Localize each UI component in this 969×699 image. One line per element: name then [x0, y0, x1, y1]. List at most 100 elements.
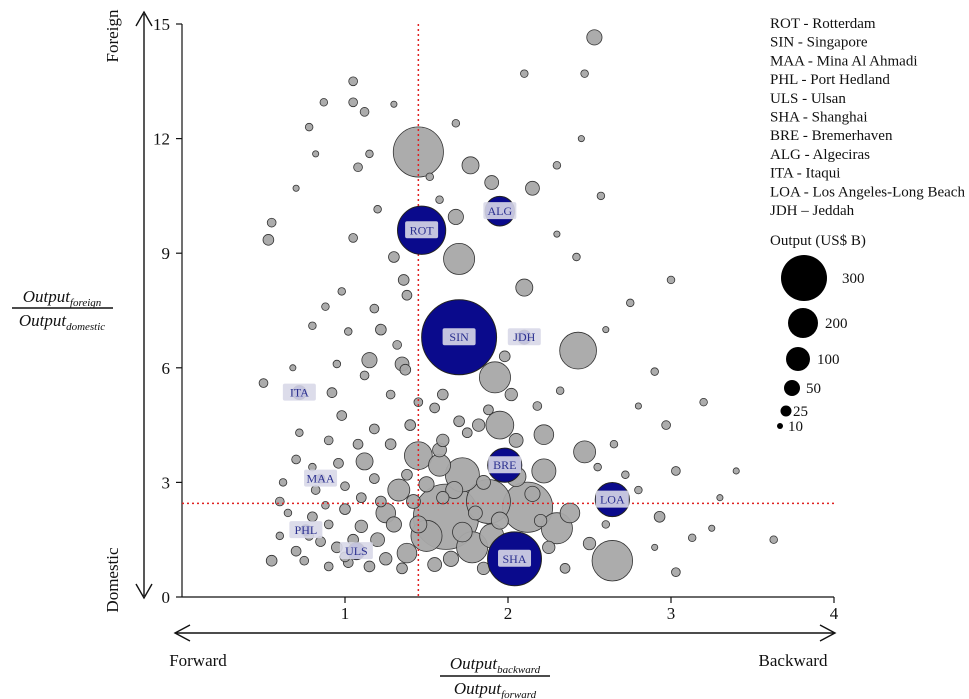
port-bubble — [291, 454, 301, 465]
port-bubble — [289, 364, 297, 372]
port-bubble — [573, 440, 597, 464]
x-label-num-main: Output — [450, 654, 499, 673]
y-double-arrow — [135, 10, 153, 600]
port-bubble — [671, 466, 681, 476]
highlighted-port-bubbles: ROT SIN ALG JDH ITA MAA PHL ULS BRE LOA SHA — [282, 195, 630, 587]
port-bubble — [443, 242, 476, 275]
port-bubble — [596, 191, 606, 201]
y-tick-label: 15 — [153, 15, 170, 34]
port-bubble — [525, 180, 540, 196]
port-bubble — [453, 415, 465, 428]
svg-text:Outputdomestic: Outputdomestic — [19, 311, 105, 333]
port-bubble — [447, 208, 464, 225]
port-bubble — [323, 561, 334, 572]
port-code-label: LOA — [600, 493, 625, 507]
port-bubble — [435, 195, 444, 204]
port-legend-entry: JDH – Jeddah — [770, 203, 855, 219]
port-bubble — [363, 560, 376, 573]
port-bubble — [418, 476, 435, 493]
y-label-num-sub: foreign — [70, 297, 102, 309]
port-bubble — [591, 540, 634, 582]
port-bubble — [485, 410, 515, 440]
port-label-background — [289, 521, 323, 539]
port-code-label: ITA — [290, 386, 309, 400]
size-legend-label: 50 — [806, 381, 821, 397]
size-legend-bubble — [777, 423, 783, 429]
port-bubble — [315, 536, 326, 547]
port-bubble — [307, 511, 318, 523]
port-bubble — [436, 433, 450, 448]
port-code-label: SIN — [449, 330, 469, 344]
port-bubble — [406, 494, 421, 509]
port-bubble — [399, 363, 412, 376]
port-legend-entry: SIN - Singapore — [770, 35, 868, 51]
port-bubble — [292, 184, 300, 192]
port-legend-entry: ULS - Ulsan — [770, 91, 846, 107]
port-bubble — [323, 519, 334, 530]
port-bubble — [379, 552, 393, 566]
port-bubble — [634, 485, 643, 495]
port-bubble — [483, 404, 494, 416]
port-label-background — [442, 328, 476, 346]
port-bubble — [355, 492, 367, 503]
y-label-num-main: Output — [23, 287, 72, 306]
port-bubble — [373, 205, 382, 214]
port-bubble — [498, 350, 511, 363]
port-bubble — [524, 485, 541, 502]
port-bubble — [401, 468, 413, 481]
port-bubble — [425, 172, 434, 182]
x-axis-label: Outputbackward Outputforward — [440, 654, 550, 699]
port-bubble — [339, 503, 351, 515]
port-bubble — [310, 485, 321, 495]
port-bubble — [323, 435, 334, 446]
size-legend-label: 25 — [793, 404, 808, 420]
port-legend-entry: MAA - Mina Al Ahmadi — [770, 53, 918, 69]
port-bubble — [369, 473, 380, 484]
x-double-arrow — [173, 624, 837, 642]
port-legend: ROT - Rotterdam SIN - Singapore MAA - Mina… — [770, 16, 965, 219]
port-bubble — [572, 252, 581, 262]
port-code-label: JDH — [513, 330, 535, 344]
other-port-bubbles — [258, 29, 778, 582]
y-ticks: 0 3 6 9 12 15 — [153, 15, 182, 607]
port-bubble — [290, 545, 302, 557]
port-bubble — [344, 327, 353, 336]
y-tick-label: 9 — [162, 244, 171, 263]
port-label-background — [507, 328, 541, 346]
port-bubble — [716, 494, 724, 502]
port-bubble — [326, 387, 338, 398]
port-bubble — [274, 496, 285, 507]
port-bubble — [385, 516, 402, 533]
port-bubble — [359, 107, 370, 117]
port-bubble — [308, 321, 317, 330]
port-legend-entry: ITA - Itaqui — [770, 166, 840, 182]
port-bubble — [472, 418, 486, 432]
port-bubble — [428, 453, 451, 477]
size-legend-label: 300 — [842, 271, 865, 287]
port-bubble — [337, 287, 346, 296]
port-bubble — [369, 303, 380, 314]
x-ticks: 1 2 3 4 — [341, 597, 839, 623]
port-bubble — [532, 401, 543, 411]
size-legend-label: 10 — [788, 419, 803, 435]
port-bubble — [445, 481, 464, 499]
port-bubble — [479, 361, 511, 394]
port-bubble — [321, 501, 330, 510]
port-bubble — [258, 378, 269, 388]
size-legend-label: 200 — [825, 316, 848, 332]
port-bubble — [396, 562, 408, 575]
y-axis-label: Outputforeign Outputdomestic — [12, 287, 113, 333]
x-label-num-sub: backward — [497, 664, 540, 676]
port-bubble — [531, 458, 557, 484]
port-bubble — [442, 550, 459, 567]
port-bubble — [559, 563, 571, 574]
port-bubble — [533, 424, 555, 445]
port-bubble — [555, 386, 565, 395]
port-bubble — [671, 567, 681, 577]
port-bubble — [769, 535, 778, 544]
port-bubble — [413, 397, 424, 407]
port-bubble — [699, 397, 708, 407]
port-bubble — [319, 98, 329, 107]
port-bubble — [580, 69, 589, 78]
